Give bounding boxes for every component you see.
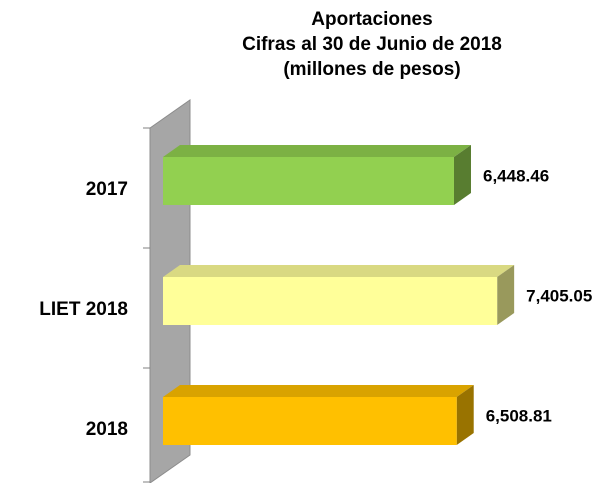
value-label: 6,448.46 [483,166,549,185]
bar-side [497,265,515,325]
bar-top [163,385,474,397]
value-label: 6,508.81 [486,406,552,425]
chart-title: Cifras al 30 de Junio de 2018 [242,34,502,55]
bar [163,397,457,445]
category-label: LIET 2018 [39,299,128,320]
bar [163,157,454,205]
axis-wall-edge [149,99,191,483]
bar-side [453,145,471,205]
chart-title: Aportaciones [311,9,432,30]
category-label: 2017 [86,179,128,200]
bar-top [163,145,471,157]
value-label: 7,405.05 [526,286,592,305]
chart-title: (millones de pesos) [283,59,460,80]
category-label: 2018 [86,419,128,440]
bar [163,277,498,325]
bar-side [456,385,474,445]
bar-top [163,265,515,277]
